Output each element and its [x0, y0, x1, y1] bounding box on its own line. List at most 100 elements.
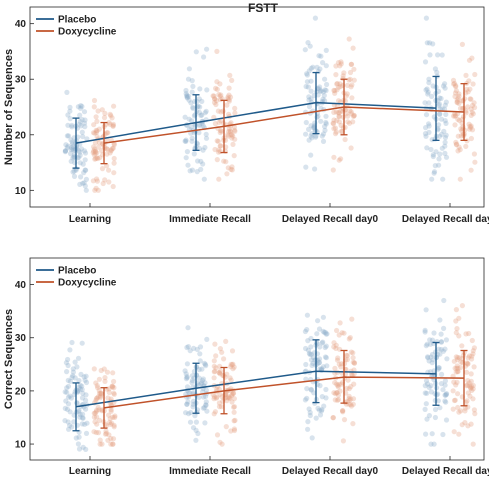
data-point	[437, 111, 443, 117]
data-point	[72, 375, 78, 381]
data-point	[225, 133, 231, 139]
data-point	[93, 127, 99, 133]
data-point	[470, 81, 476, 87]
data-point	[91, 366, 97, 372]
data-point	[186, 66, 192, 72]
data-point	[230, 133, 236, 139]
data-point	[110, 383, 116, 389]
data-point	[231, 364, 237, 370]
data-point	[468, 421, 474, 427]
data-point	[202, 380, 208, 386]
data-point	[318, 88, 324, 94]
data-point	[189, 167, 195, 173]
data-point	[194, 140, 200, 146]
data-point	[77, 414, 83, 420]
data-point	[109, 420, 115, 426]
data-point	[332, 380, 338, 386]
data-point	[189, 377, 195, 384]
data-point	[468, 112, 474, 118]
data-point	[105, 395, 111, 401]
x-tick-label: Learning	[69, 214, 111, 225]
data-point	[92, 156, 98, 162]
data-point	[186, 97, 192, 103]
data-point	[442, 150, 448, 156]
data-point	[202, 420, 208, 426]
data-point	[94, 178, 100, 184]
data-point	[193, 49, 199, 55]
data-point	[228, 166, 234, 172]
data-point	[218, 109, 224, 115]
data-point	[78, 123, 84, 129]
data-point	[331, 109, 337, 115]
data-point	[107, 150, 113, 156]
data-point	[91, 414, 97, 420]
data-point	[306, 97, 312, 103]
data-point	[334, 117, 340, 123]
data-point	[92, 187, 98, 193]
data-point	[336, 361, 342, 367]
data-point	[302, 47, 308, 53]
data-point	[317, 66, 323, 72]
data-point	[232, 110, 238, 116]
y-tick-label: 10	[15, 186, 27, 197]
data-point	[442, 118, 448, 124]
data-point	[335, 382, 341, 389]
data-point	[441, 325, 447, 331]
data-point	[320, 339, 326, 345]
data-point	[339, 408, 346, 414]
data-point	[96, 390, 103, 396]
data-point	[201, 360, 207, 366]
data-point	[109, 383, 115, 389]
data-point	[93, 429, 99, 436]
data-point	[347, 108, 353, 114]
data-point	[458, 133, 464, 139]
chart-title: FSTT	[248, 1, 279, 15]
data-point	[442, 102, 448, 108]
data-point	[303, 83, 309, 90]
data-point	[212, 146, 218, 153]
data-point	[99, 391, 105, 397]
data-point	[307, 412, 313, 419]
data-point	[455, 369, 461, 375]
data-point	[232, 417, 238, 423]
data-point	[454, 97, 460, 103]
data-point	[344, 353, 351, 359]
data-point	[472, 104, 478, 111]
data-point	[457, 176, 463, 182]
data-point	[225, 165, 231, 171]
data-point	[216, 404, 223, 410]
data-point	[92, 148, 99, 154]
data-point	[465, 423, 471, 429]
data-point	[436, 156, 442, 162]
data-point	[196, 366, 202, 373]
data-point	[189, 380, 195, 386]
data-point	[303, 361, 309, 368]
data-point	[67, 347, 73, 353]
data-point	[320, 89, 326, 95]
data-point	[74, 400, 80, 406]
data-point	[435, 98, 441, 104]
data-point	[108, 408, 114, 414]
data-point	[459, 120, 465, 126]
data-point	[306, 350, 312, 356]
data-point	[63, 360, 69, 366]
data-point	[424, 86, 430, 92]
data-point	[346, 336, 352, 342]
data-point	[349, 371, 355, 377]
data-point	[429, 431, 435, 437]
data-point	[316, 407, 323, 413]
data-point	[68, 158, 74, 164]
data-point	[93, 155, 99, 162]
data-point	[453, 113, 459, 119]
data-point	[62, 405, 68, 411]
data-point	[183, 410, 189, 416]
data-point	[455, 391, 461, 397]
data-point	[67, 422, 73, 429]
data-point	[426, 129, 432, 135]
data-point	[435, 365, 442, 371]
data-point	[184, 375, 190, 381]
data-point	[94, 414, 100, 420]
data-point	[80, 411, 86, 417]
data-point	[452, 93, 458, 100]
data-point	[318, 105, 324, 111]
